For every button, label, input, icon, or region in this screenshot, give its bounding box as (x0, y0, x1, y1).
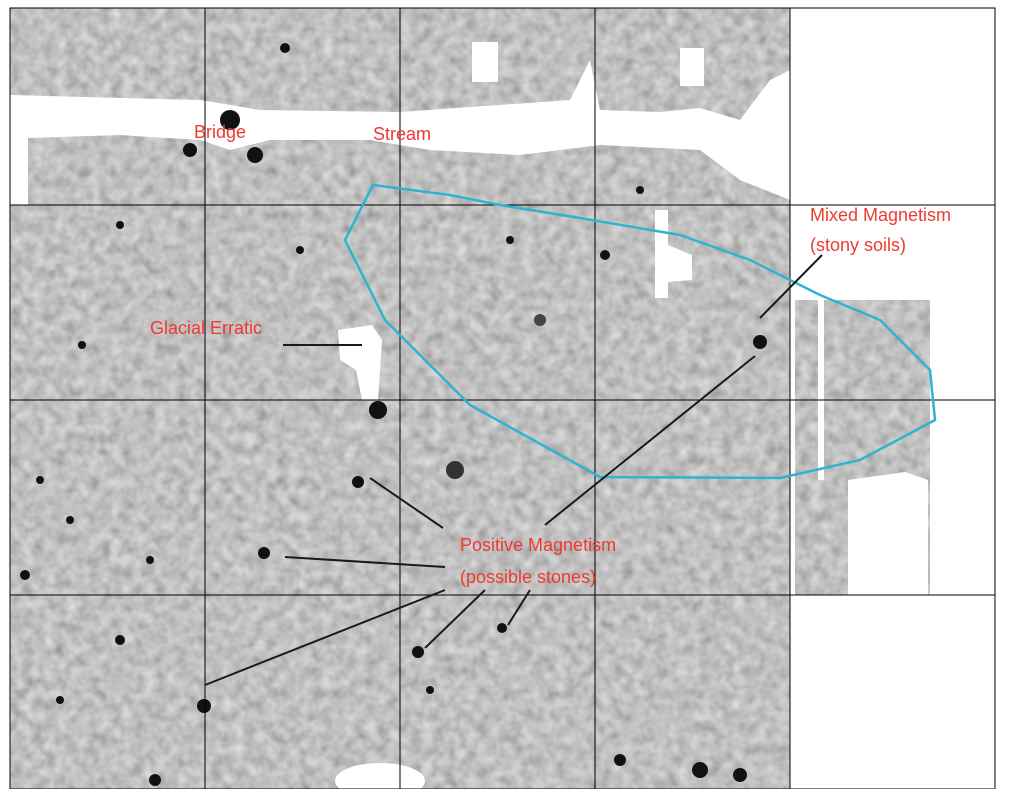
label: Stream (373, 124, 431, 144)
zone-outline (343, 183, 937, 480)
label: Bridge (194, 122, 246, 142)
label: Glacial Erratic (150, 318, 262, 338)
label: (stony soils) (810, 235, 906, 255)
leader-lines (204, 254, 823, 686)
label: (possible stones) (460, 567, 596, 587)
label: Mixed Magnetism (810, 205, 951, 225)
label: Positive Magnetism (460, 535, 616, 555)
anomalies (20, 43, 767, 786)
